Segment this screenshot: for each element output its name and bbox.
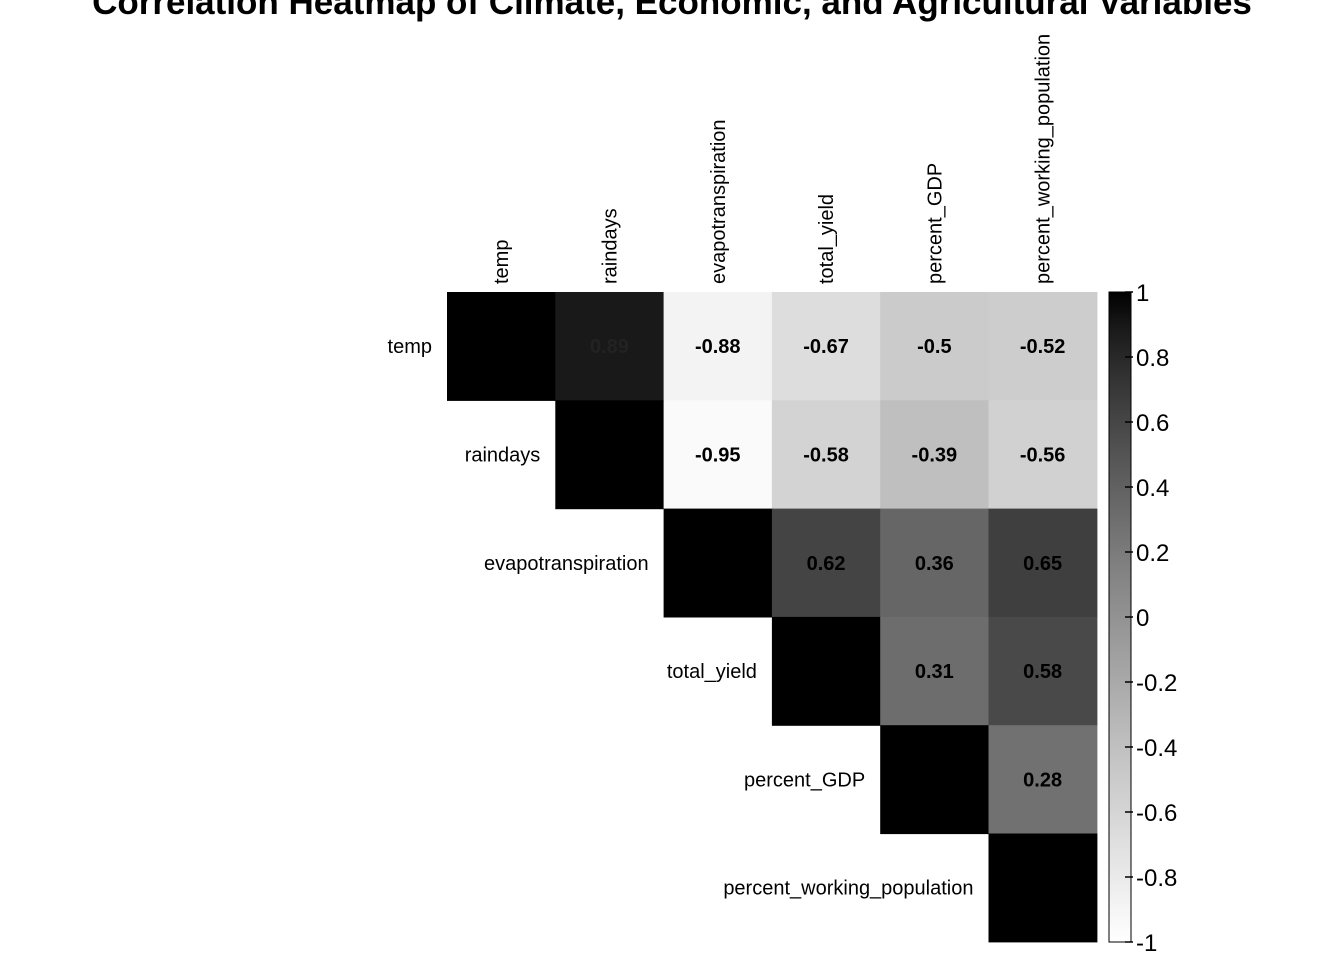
- cell-value-label: 0.36: [915, 553, 954, 575]
- column-labels: temp raindays evapotranspiration total_yiel…: [491, 34, 1055, 284]
- heatmap-cell: [771, 292, 881, 401]
- value-labels: 0.89 -0.88 -0.67 -0.5 -0.52 -0.95 -0.58 -0.39 -0…: [590, 336, 1065, 791]
- colorbar-tick-label: 0.2: [1136, 540, 1169, 567]
- colorbar-tick-label: -0.4: [1136, 735, 1177, 762]
- row-label: percent_GDP: [744, 769, 865, 791]
- cell-value-label: -0.58: [803, 444, 849, 466]
- heatmap-cell: [880, 616, 990, 726]
- column-label: evapotranspiration: [708, 119, 730, 284]
- cell-value-label: 0.89: [590, 336, 629, 358]
- colorbar-tick-label: 0.4: [1136, 475, 1169, 502]
- heatmap-cell: [880, 400, 990, 510]
- column-label: percent_working_population: [1033, 34, 1055, 284]
- cell-value-label: 0.62: [807, 553, 846, 575]
- cell-value-label: -0.56: [1020, 444, 1066, 466]
- colorbar-tick-label: -0.2: [1136, 670, 1177, 697]
- cell-value-label: -0.52: [1020, 336, 1066, 358]
- heatmap-cell: [988, 292, 1098, 401]
- heatmap-cell: [555, 292, 665, 401]
- row-label: temp: [388, 336, 432, 358]
- cell-value-label: -0.67: [803, 336, 849, 358]
- heatmap-cell: [771, 400, 881, 510]
- cell-value-label: 0.65: [1023, 553, 1062, 575]
- cell-value-label: 0.58: [1023, 661, 1062, 683]
- row-label: total_yield: [667, 661, 757, 683]
- chart-title: Correlation Heatmap of Climate, Economic…: [92, 0, 1252, 22]
- heatmap-cell: [880, 508, 990, 618]
- heatmap-cell: [988, 508, 1098, 618]
- heatmap-cell: [988, 833, 1098, 943]
- column-label: total_yield: [816, 194, 838, 284]
- colorbar-tick-label: 1: [1136, 280, 1149, 307]
- heatmap-cell: [663, 508, 773, 618]
- colorbar-tick-label: 0.6: [1136, 410, 1169, 437]
- heatmap-cell: [880, 292, 990, 401]
- heatmap-cell: [771, 616, 881, 726]
- colorbar-tick-label: 0.8: [1136, 345, 1169, 372]
- cell-value-label: 0.31: [915, 661, 954, 683]
- row-labels: temp raindays evapotranspiration total_yiel…: [388, 336, 974, 900]
- row-label: raindays: [465, 444, 541, 466]
- cell-value-label: -0.5: [917, 336, 951, 358]
- column-label: temp: [491, 240, 513, 284]
- heatmap-cell: [555, 400, 665, 510]
- cell-value-label: -0.39: [912, 444, 958, 466]
- heatmap-cell: [771, 508, 881, 618]
- colorbar-tick-label: -0.6: [1136, 800, 1177, 827]
- column-label: percent_GDP: [924, 163, 946, 284]
- row-label: evapotranspiration: [484, 553, 649, 575]
- cell-value-label: -0.95: [695, 444, 741, 466]
- colorbar-tick-label: -1: [1136, 930, 1157, 957]
- heatmap-cell: [447, 292, 556, 401]
- heatmap-cell: [988, 725, 1098, 835]
- colorbar-tick-label: -0.8: [1136, 865, 1177, 892]
- cell-value-label: -0.88: [695, 336, 741, 358]
- heatmap-cells: [447, 292, 1098, 943]
- colorbar-tick-label: 0: [1136, 605, 1149, 632]
- heatmap-cell: [988, 400, 1098, 510]
- cell-value-label: 0.28: [1023, 769, 1062, 791]
- heatmap-cell: [663, 400, 773, 510]
- heatmap-cell: [988, 616, 1098, 726]
- heatmap-cell: [663, 292, 773, 401]
- column-label: raindays: [599, 208, 621, 284]
- colorbar: 1 0.8 0.6 0.4 0.2 0 -0.2 -0.4 -0.6 -0.8 -1: [1108, 280, 1177, 957]
- heatmap-cell: [880, 725, 990, 835]
- row-label: percent_working_population: [723, 878, 973, 900]
